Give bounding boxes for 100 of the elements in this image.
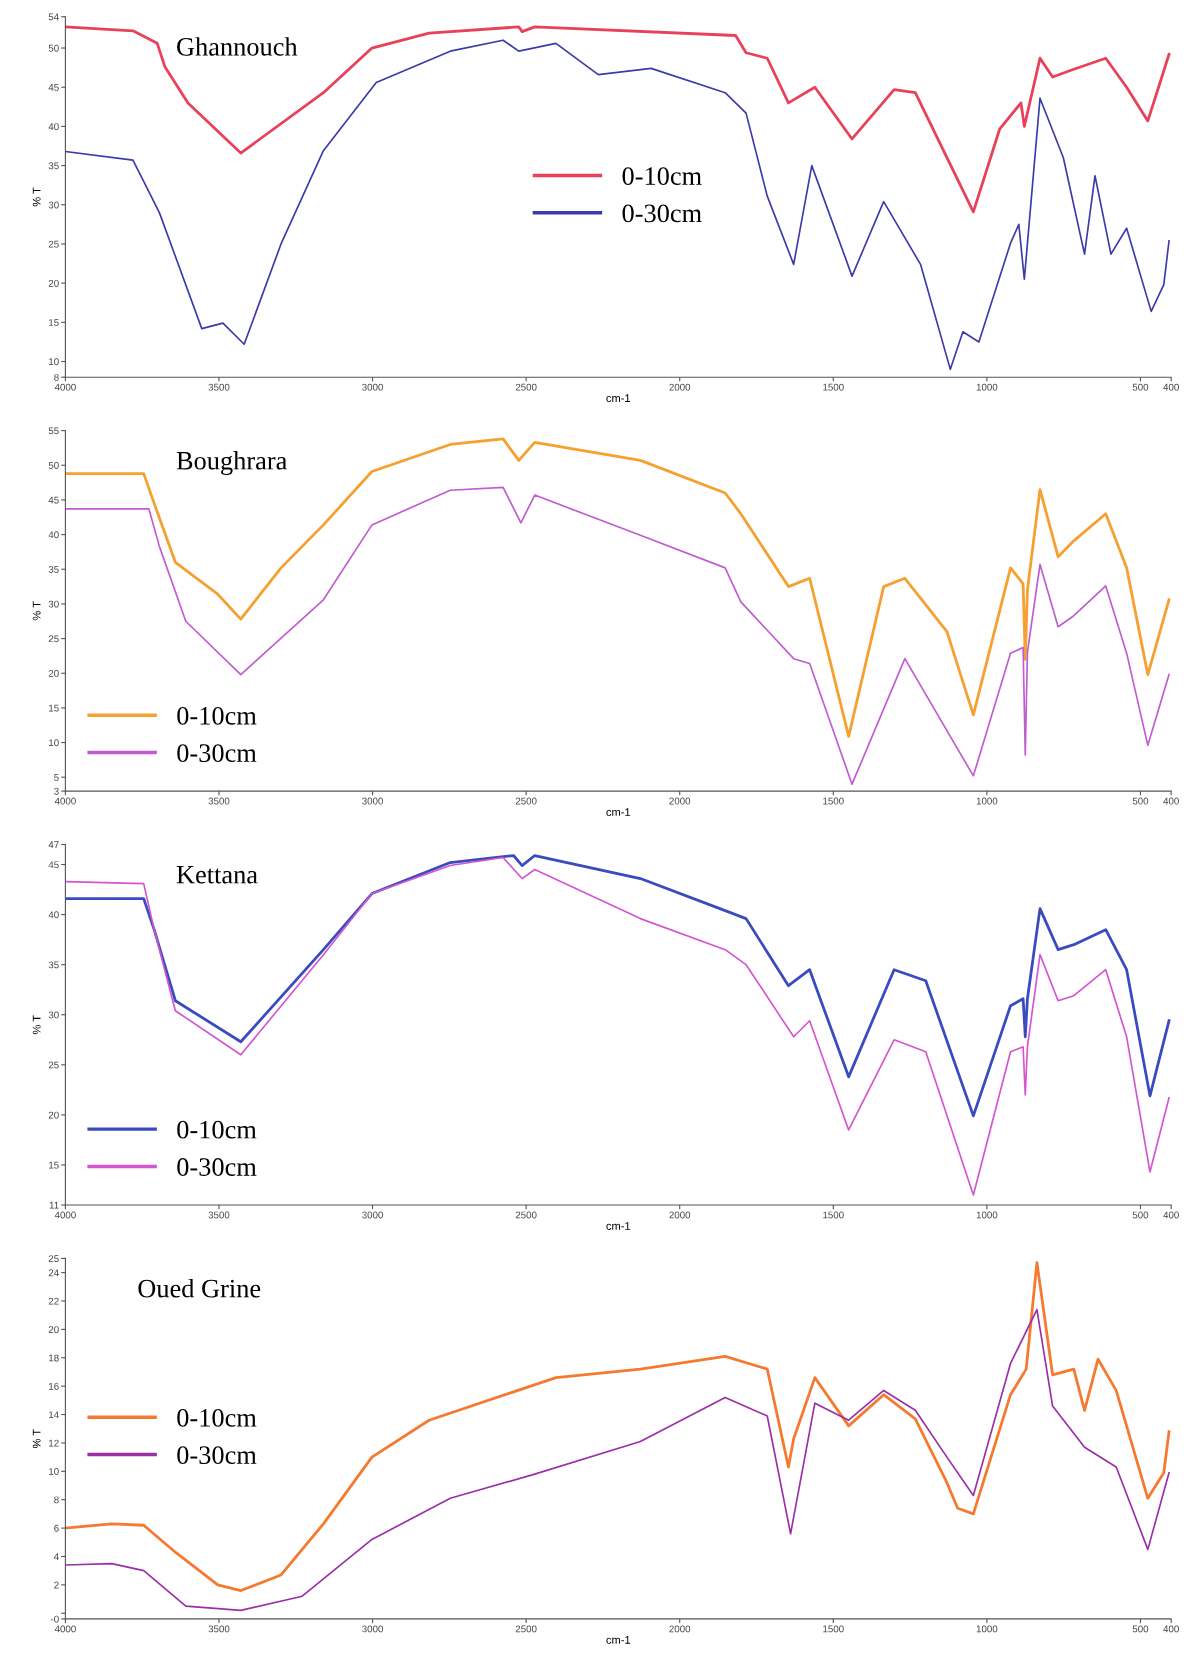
x-tick-label: 500 [1132, 1211, 1149, 1219]
y-tick-label: 25 [48, 240, 59, 248]
y-tick-label: 45 [48, 861, 59, 869]
y-tick-label: 10 [49, 739, 59, 747]
y-tick-label: 25 [48, 1255, 59, 1263]
line-series [65, 1308, 1170, 1612]
legend-label: 0-30cm [622, 204, 702, 223]
x-tick-label: 3500 [208, 797, 230, 805]
y-tick-label: 45 [48, 84, 59, 91]
line-series [65, 437, 1171, 738]
line-series [65, 854, 1171, 1118]
y-tick-label: 14 [49, 1411, 59, 1419]
y-tick-label: 54 [48, 13, 59, 21]
y-tick-label: 10 [49, 1468, 59, 1475]
x-tick-label: 4000 [54, 383, 76, 391]
x-tick-label: 2000 [669, 797, 691, 805]
y-axis-title: % T [32, 187, 41, 207]
y-tick-label: 50 [48, 44, 59, 52]
x-tick-label: 3500 [208, 1625, 230, 1633]
x-tick-label: 1500 [823, 797, 844, 805]
y-tick-label: 35 [48, 565, 59, 573]
y-axis-title: % T [32, 1015, 41, 1035]
y-tick-label: 8 [54, 1496, 59, 1504]
y-tick-label: 24 [48, 1269, 59, 1277]
text: Kettana [176, 866, 258, 884]
legend-label: 0-10cm [177, 1408, 257, 1427]
y-tick-label: 30 [48, 600, 59, 608]
x-tick-label: 1000 [976, 1211, 998, 1219]
line-series [65, 1261, 1171, 1592]
y-tick-label: 4 [53, 1553, 59, 1560]
y-tick-label: 35 [48, 961, 59, 969]
y-tick-label: 15 [49, 1161, 59, 1169]
legend-label: 0-30cm [177, 1446, 257, 1465]
y-tick-label: 40 [48, 531, 59, 539]
y-tick-label: 8 [54, 373, 59, 381]
x-tick-label: 400 [1163, 383, 1179, 391]
y-tick-label: 25 [48, 635, 59, 643]
y-tick-label: 20 [48, 279, 59, 287]
x-tick-label: 3500 [208, 1211, 230, 1219]
line-series [65, 39, 1170, 371]
x-axis-title: cm-1 [606, 808, 631, 816]
x-tick-label: 4000 [54, 1211, 76, 1219]
text: Ghannouch [177, 37, 298, 56]
x-tick-label: 3000 [362, 1211, 383, 1219]
x-tick-label: 500 [1132, 383, 1149, 391]
y-tick-label: 3 [54, 787, 59, 795]
y-tick-label: 11 [49, 1201, 59, 1209]
x-tick-label: 1000 [976, 383, 998, 391]
text: Boughrara [176, 451, 287, 476]
legend-label: 0-10cm [177, 1120, 257, 1139]
x-tick-label: 1500 [823, 1211, 844, 1219]
y-tick-label: 20 [48, 669, 59, 677]
y-tick-label: 50 [48, 462, 59, 469]
y-tick-label: -0 [50, 1615, 59, 1623]
x-tick-label: 1000 [976, 1625, 998, 1633]
x-tick-label: 4000 [54, 1625, 76, 1633]
y-axis-title: % T [32, 601, 41, 621]
y-tick-label: 40 [48, 911, 59, 919]
y-tick-label: 2 [54, 1581, 59, 1589]
y-tick-label: 6 [54, 1524, 59, 1532]
x-axis-title: cm-1 [606, 394, 631, 403]
y-tick-label: 16 [49, 1382, 59, 1390]
text: Oued Grine [138, 1278, 261, 1298]
y-axis-title: % T [32, 1429, 41, 1449]
x-tick-label: 3500 [208, 383, 230, 391]
x-tick-label: 2000 [669, 1211, 691, 1219]
y-tick-label: 10 [49, 358, 59, 366]
x-tick-label: 1500 [823, 1625, 844, 1633]
y-tick-label: 18 [49, 1354, 59, 1362]
y-tick-label: 20 [48, 1326, 59, 1334]
x-tick-label: 3000 [362, 797, 383, 805]
x-tick-label: 3000 [362, 383, 383, 391]
x-tick-label: 500 [1132, 1625, 1149, 1633]
x-tick-label: 2500 [515, 1625, 537, 1633]
x-tick-label: 2500 [515, 1211, 537, 1219]
y-tick-label: 22 [48, 1297, 59, 1305]
x-tick-label: 400 [1163, 797, 1179, 805]
x-tick-label: 400 [1163, 1625, 1179, 1633]
x-tick-label: 4000 [54, 797, 76, 805]
legend-label: 0-10cm [177, 706, 257, 725]
y-tick-label: 30 [48, 201, 59, 209]
y-tick-label: 47 [48, 841, 59, 849]
y-tick-label: 20 [48, 1111, 59, 1119]
y-tick-label: 45 [48, 496, 59, 504]
y-tick-label: 55 [48, 427, 59, 435]
x-axis-title: cm-1 [606, 1636, 631, 1644]
y-tick-label: 25 [48, 1061, 59, 1069]
y-tick-label: 35 [48, 162, 59, 170]
y-tick-label: 40 [48, 123, 59, 131]
x-tick-label: 2500 [515, 797, 537, 805]
y-tick-label: 15 [49, 319, 59, 326]
x-tick-label: 500 [1132, 797, 1149, 805]
y-tick-label: 30 [48, 1011, 59, 1019]
x-tick-label: 1500 [823, 383, 844, 391]
legend-label: 0-30cm [177, 1158, 257, 1176]
x-tick-label: 2000 [669, 1625, 691, 1633]
x-tick-label: 3000 [362, 1625, 383, 1633]
legend-label: 0-30cm [177, 744, 257, 762]
y-tick-label: 5 [54, 774, 59, 781]
x-axis-title: cm-1 [606, 1222, 631, 1230]
